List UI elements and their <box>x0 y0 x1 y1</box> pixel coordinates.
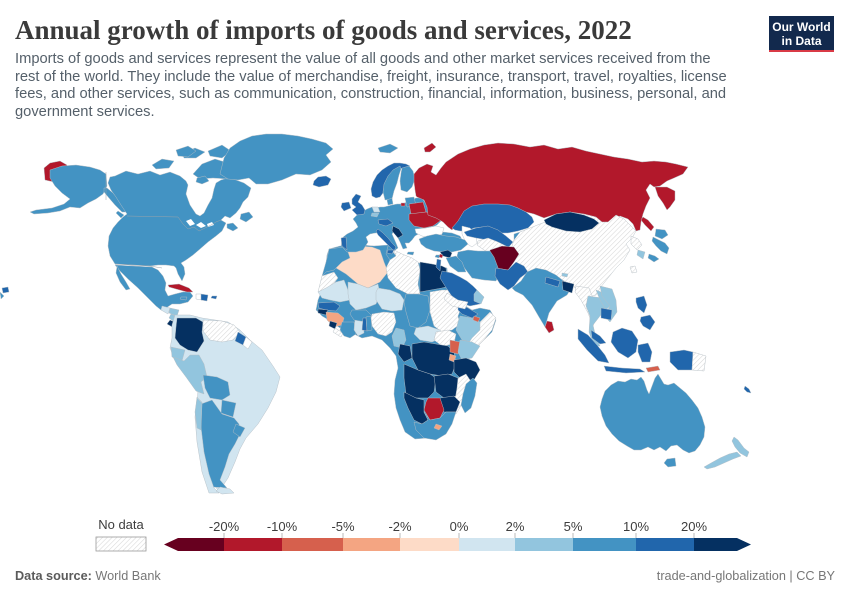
svg-text:0%: 0% <box>450 519 469 534</box>
svg-text:2%: 2% <box>506 519 525 534</box>
svg-text:20%: 20% <box>681 519 707 534</box>
svg-text:-5%: -5% <box>331 519 355 534</box>
svg-text:-2%: -2% <box>388 519 412 534</box>
svg-text:10%: 10% <box>623 519 649 534</box>
svg-text:-20%: -20% <box>209 519 240 534</box>
svg-text:5%: 5% <box>564 519 583 534</box>
svg-text:-10%: -10% <box>267 519 298 534</box>
